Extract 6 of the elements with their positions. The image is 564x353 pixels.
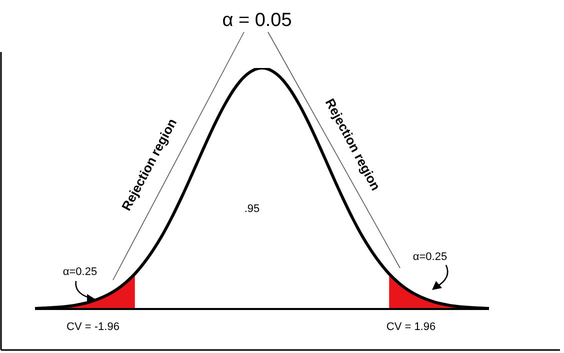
text: CV = -1.96 <box>66 320 120 333</box>
annotation: .95 <box>244 202 260 215</box>
text: CV = 1.96 <box>386 320 436 333</box>
annotation: α=0.25 <box>412 250 448 263</box>
annotation: α=0.25 <box>62 266 98 278</box>
chart-title: α = 0.05 <box>222 10 292 31</box>
